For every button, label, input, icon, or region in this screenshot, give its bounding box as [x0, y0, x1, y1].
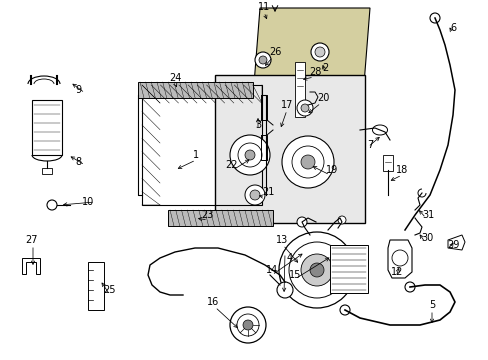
Circle shape: [244, 150, 254, 160]
Polygon shape: [249, 8, 369, 135]
Circle shape: [276, 282, 292, 298]
Text: 7: 7: [366, 140, 372, 150]
Text: 10: 10: [81, 197, 94, 207]
Circle shape: [337, 216, 346, 224]
Bar: [168, 210, 272, 226]
Bar: [138, 82, 252, 98]
Text: 5: 5: [428, 300, 434, 310]
Circle shape: [279, 232, 354, 308]
Circle shape: [259, 56, 266, 64]
Text: 8: 8: [75, 157, 81, 167]
Circle shape: [301, 254, 332, 286]
Circle shape: [291, 146, 324, 178]
Text: 14: 14: [265, 265, 278, 275]
Circle shape: [238, 143, 262, 167]
Circle shape: [429, 13, 439, 23]
Text: 26: 26: [268, 47, 281, 57]
Circle shape: [282, 136, 333, 188]
Bar: [382, 155, 392, 171]
Text: 19: 19: [325, 165, 337, 175]
Text: 30: 30: [420, 233, 432, 243]
Bar: [32, 100, 62, 155]
Text: 1: 1: [193, 150, 199, 160]
Text: 17: 17: [280, 100, 293, 110]
Text: 29: 29: [446, 240, 458, 250]
Circle shape: [391, 250, 407, 266]
Circle shape: [237, 314, 259, 336]
Bar: [42, 168, 52, 174]
Text: 22: 22: [225, 160, 238, 170]
Circle shape: [249, 190, 260, 200]
Text: 20: 20: [316, 93, 328, 103]
Circle shape: [296, 100, 312, 116]
Bar: [294, 62, 305, 117]
Circle shape: [301, 155, 314, 169]
Text: 31: 31: [421, 210, 433, 220]
Circle shape: [404, 282, 414, 292]
Text: 16: 16: [206, 297, 219, 307]
Text: 23: 23: [201, 210, 213, 220]
Text: 21: 21: [261, 187, 274, 197]
Circle shape: [244, 185, 264, 205]
Text: 11: 11: [257, 2, 269, 12]
Circle shape: [254, 52, 270, 68]
Circle shape: [301, 104, 308, 112]
Text: 6: 6: [449, 23, 455, 33]
Circle shape: [47, 200, 57, 210]
Text: 3: 3: [254, 120, 261, 130]
Text: 13: 13: [275, 235, 287, 245]
Circle shape: [314, 47, 325, 57]
Bar: [142, 85, 262, 205]
Circle shape: [229, 135, 269, 175]
Circle shape: [243, 320, 252, 330]
Circle shape: [296, 217, 306, 227]
Text: 15: 15: [288, 270, 301, 280]
Bar: [88, 262, 104, 310]
Circle shape: [339, 305, 349, 315]
Text: 9: 9: [75, 85, 81, 95]
Bar: [329, 245, 367, 293]
Text: 28: 28: [308, 67, 321, 77]
Bar: [215, 75, 364, 223]
Text: 12: 12: [390, 267, 403, 277]
Circle shape: [310, 43, 328, 61]
Text: 2: 2: [321, 63, 327, 73]
Circle shape: [288, 242, 345, 298]
Text: 18: 18: [395, 165, 407, 175]
Text: 27: 27: [26, 235, 38, 245]
Text: 25: 25: [103, 285, 116, 295]
Text: 4: 4: [286, 253, 292, 263]
Circle shape: [229, 307, 265, 343]
Text: 24: 24: [168, 73, 181, 83]
Circle shape: [309, 263, 324, 277]
